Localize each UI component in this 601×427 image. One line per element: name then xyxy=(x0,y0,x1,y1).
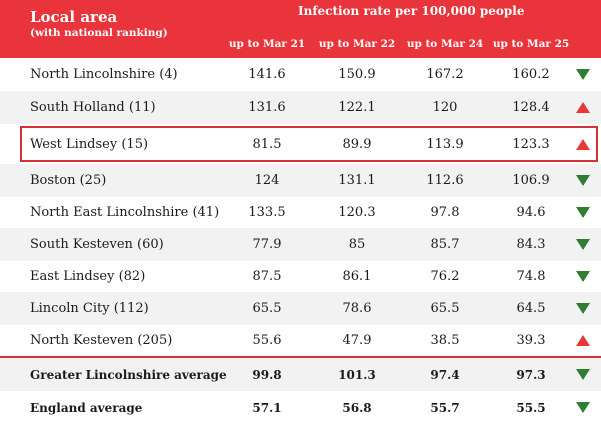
rate-value: 89.9 xyxy=(342,137,372,152)
rate-value: 87.5 xyxy=(252,269,282,284)
rate-value: 47.9 xyxy=(342,333,372,348)
area-name: North Lincolnshire (4) xyxy=(30,67,178,82)
rate-value: 56.8 xyxy=(342,400,372,415)
rate-value: 167.2 xyxy=(426,67,464,82)
trend-down-icon xyxy=(576,271,590,282)
rate-value: 122.1 xyxy=(338,100,376,115)
table-row: England average 57.1 56.8 55.7 55.5 xyxy=(0,391,601,424)
rate-value: 55.5 xyxy=(516,400,546,415)
area-name: North East Lincolnshire (41) xyxy=(30,205,220,220)
rate-value: 38.5 xyxy=(430,333,460,348)
area-name: Lincoln City (112) xyxy=(30,301,149,316)
trend-up-icon xyxy=(576,335,590,346)
rate-value: 78.6 xyxy=(342,301,372,316)
rate-value: 133.5 xyxy=(248,205,286,220)
rate-value: 112.6 xyxy=(426,173,464,188)
ranking-note: (with national ranking) xyxy=(30,27,168,39)
rate-value: 113.9 xyxy=(426,137,464,152)
highlight-box xyxy=(20,126,598,162)
rate-value: 85.7 xyxy=(430,237,460,252)
area-name: Greater Lincolnshire average xyxy=(30,367,227,382)
table-row: South Kesteven (60) 77.9 85 85.7 84.3 xyxy=(0,228,601,261)
table-row: North Lincolnshire (4) 141.6 150.9 167.2 160… xyxy=(0,58,601,91)
table-row: Boston (25) 124 131.1 112.6 106.9 xyxy=(0,164,601,197)
rate-value: 101.3 xyxy=(338,367,376,382)
rate-value: 64.5 xyxy=(516,301,546,316)
rate-value: 160.2 xyxy=(512,67,550,82)
area-name: England average xyxy=(30,400,143,415)
rate-value: 85 xyxy=(348,237,366,252)
rate-value: 84.3 xyxy=(516,237,546,252)
trend-down-icon xyxy=(576,207,590,218)
rate-value: 65.5 xyxy=(252,301,282,316)
table-row: North East Lincolnshire (41) 133.5 120.3 97… xyxy=(0,196,601,229)
rate-value: 124 xyxy=(254,173,280,188)
trend-down-icon xyxy=(576,175,590,186)
table-row: Lincoln City (112) 65.5 78.6 65.5 64.5 xyxy=(0,292,601,325)
area-name: South Kesteven (60) xyxy=(30,237,164,252)
rate-value: 86.1 xyxy=(342,269,372,284)
trend-up-icon xyxy=(576,139,590,150)
rate-value: 39.3 xyxy=(516,333,546,348)
rate-value: 55.7 xyxy=(430,400,460,415)
rate-value: 128.4 xyxy=(512,100,550,115)
trend-up-icon xyxy=(576,102,590,113)
rate-value: 97.8 xyxy=(430,205,460,220)
table-row: North Kesteven (205) 55.6 47.9 38.5 39.3 xyxy=(0,324,601,357)
rate-value: 57.1 xyxy=(252,400,282,415)
rate-value: 76.2 xyxy=(430,269,460,284)
rate-value: 99.8 xyxy=(252,367,282,382)
table-header: Local area (with national ranking) Infec… xyxy=(0,0,601,58)
column-header: up to Mar 24 xyxy=(406,38,484,50)
table-row: West Lindsey (15) 81.5 89.9 113.9 123.3 xyxy=(0,128,601,161)
rate-value: 150.9 xyxy=(338,67,376,82)
column-header: up to Mar 25 xyxy=(492,38,570,50)
rate-value: 81.5 xyxy=(252,137,282,152)
rate-value: 74.8 xyxy=(516,269,546,284)
area-name: South Holland (11) xyxy=(30,100,156,115)
area-name: North Kesteven (205) xyxy=(30,333,173,348)
table-row: East Lindsey (82) 87.5 86.1 76.2 74.8 xyxy=(0,260,601,293)
averages-divider xyxy=(0,356,601,358)
trend-down-icon xyxy=(576,239,590,250)
rate-value: 94.6 xyxy=(516,205,546,220)
trend-down-icon xyxy=(576,69,590,80)
rate-value: 120 xyxy=(432,100,458,115)
rate-value: 141.6 xyxy=(248,67,286,82)
area-name: West Lindsey (15) xyxy=(30,137,149,152)
local-area-heading: Local area xyxy=(30,8,118,26)
rate-value: 65.5 xyxy=(430,301,460,316)
column-header: up to Mar 22 xyxy=(318,38,396,50)
rate-value: 77.9 xyxy=(252,237,282,252)
trend-down-icon xyxy=(576,402,590,413)
area-name: East Lindsey (82) xyxy=(30,269,146,284)
rate-heading: Infection rate per 100,000 people xyxy=(298,4,525,18)
rate-value: 131.6 xyxy=(248,100,286,115)
table-row: South Holland (11) 131.6 122.1 120 128.4 xyxy=(0,91,601,124)
trend-down-icon xyxy=(576,369,590,380)
column-header: up to Mar 21 xyxy=(228,38,306,50)
rate-value: 97.3 xyxy=(516,367,546,382)
rate-value: 120.3 xyxy=(338,205,376,220)
rate-value: 123.3 xyxy=(512,137,550,152)
area-name: Boston (25) xyxy=(30,173,107,188)
rate-value: 131.1 xyxy=(338,173,376,188)
rate-value: 106.9 xyxy=(512,173,550,188)
rate-value: 97.4 xyxy=(430,367,460,382)
table-row: Greater Lincolnshire average 99.8 101.3 97.… xyxy=(0,358,601,391)
trend-down-icon xyxy=(576,303,590,314)
rate-value: 55.6 xyxy=(252,333,282,348)
